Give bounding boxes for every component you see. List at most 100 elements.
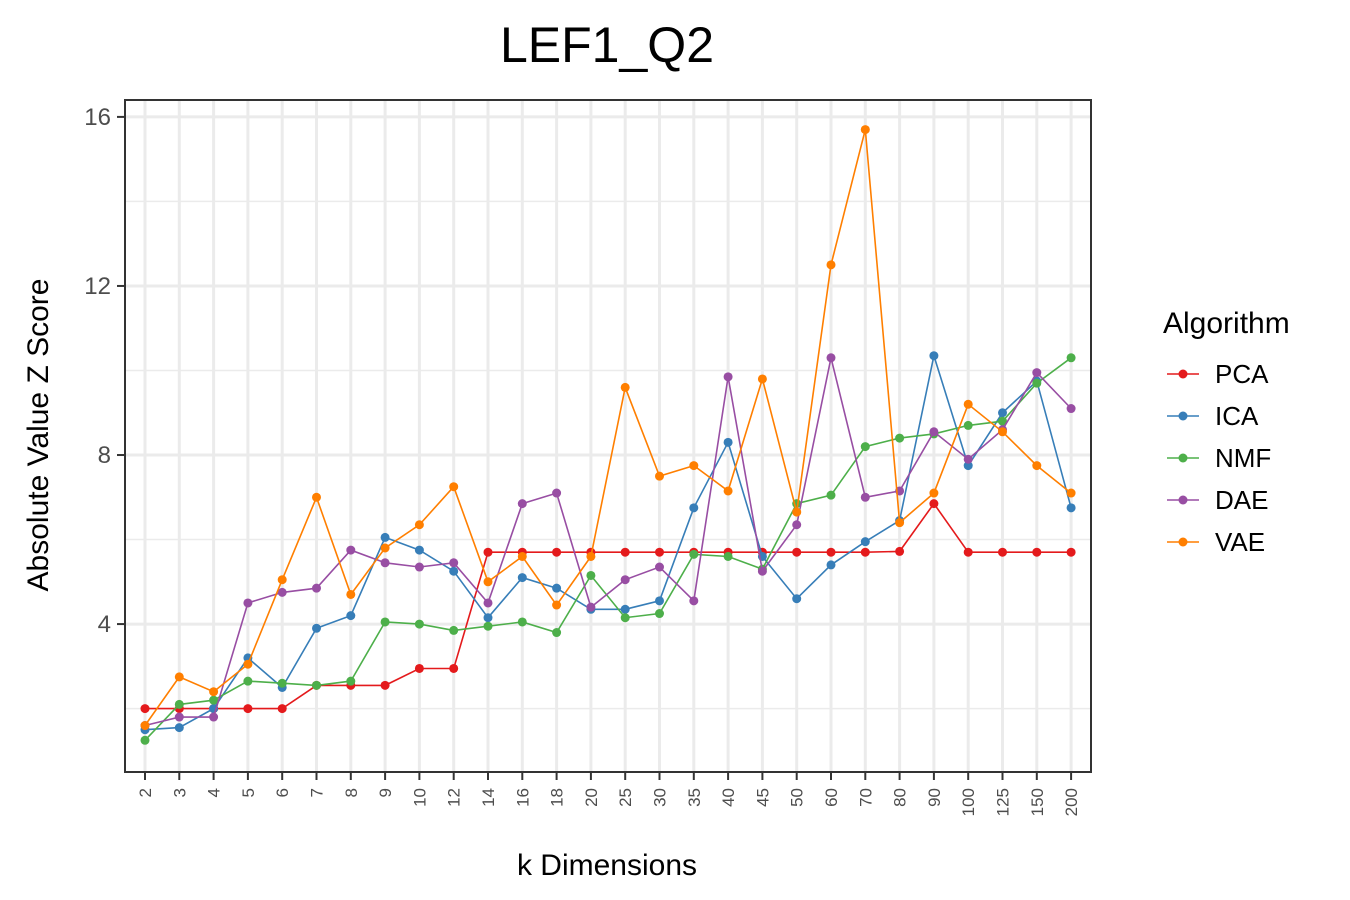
data-point: [757, 374, 767, 384]
data-point: [380, 532, 390, 542]
data-point: [277, 704, 287, 714]
data-point: [792, 594, 802, 604]
x-tick-label: 20: [582, 788, 601, 807]
data-point: [209, 687, 219, 697]
data-point: [1032, 378, 1042, 388]
x-tick-label: 90: [925, 788, 944, 807]
data-point: [723, 486, 733, 496]
data-point: [483, 621, 493, 631]
data-point: [826, 547, 836, 557]
data-point: [312, 583, 321, 593]
data-point: [655, 547, 664, 557]
data-point: [620, 613, 630, 623]
x-tick-label: 70: [856, 788, 875, 807]
data-point: [860, 537, 870, 547]
data-point: [860, 125, 870, 135]
legend-item-vae: VAE: [1167, 527, 1265, 557]
legend-label: DAE: [1215, 485, 1268, 515]
data-point: [929, 499, 939, 509]
data-point: [517, 499, 527, 509]
data-point: [723, 551, 733, 561]
x-tick-label: 80: [891, 788, 910, 807]
data-point: [552, 547, 562, 557]
x-tick-label: 8: [342, 788, 361, 797]
data-point: [517, 551, 527, 561]
y-tick-label: 16: [84, 104, 111, 131]
data-point: [552, 600, 562, 610]
x-tick-label: 30: [651, 788, 670, 807]
data-point: [209, 695, 219, 705]
data-point: [826, 490, 836, 500]
data-point: [826, 353, 836, 363]
x-tick-label: 50: [788, 788, 807, 807]
data-point: [414, 562, 424, 572]
data-point: [414, 619, 424, 629]
legend-item-pca: PCA: [1167, 359, 1269, 389]
x-tick-label: 150: [1028, 788, 1047, 816]
data-point: [620, 575, 630, 585]
series-line-vae: [144, 129, 1072, 726]
data-point: [757, 566, 767, 576]
data-point: [929, 488, 939, 498]
data-point: [689, 503, 699, 513]
data-point: [998, 547, 1007, 557]
x-tick-label: 16: [513, 788, 532, 807]
y-axis: 4 8 12 16: [84, 104, 125, 638]
data-point: [140, 704, 150, 714]
data-point: [552, 583, 562, 593]
legend-key-point: [1178, 537, 1188, 547]
data-point: [346, 545, 356, 555]
data-point: [414, 520, 424, 530]
x-tick-label: 6: [273, 788, 292, 797]
data-point: [963, 547, 973, 557]
data-point: [655, 562, 664, 572]
data-point: [243, 704, 253, 714]
data-point: [1066, 547, 1076, 557]
legend-item-ica: ICA: [1167, 401, 1259, 431]
data-point: [826, 560, 836, 570]
x-tick-label: 7: [308, 788, 327, 797]
x-tick-label: 45: [753, 788, 772, 807]
data-point: [792, 507, 802, 517]
x-tick-label: 4: [205, 788, 224, 797]
data-point: [655, 596, 664, 606]
data-point: [449, 663, 459, 673]
series-line-dae: [144, 357, 1072, 727]
data-point: [998, 408, 1007, 418]
series-line-ica: [144, 352, 1072, 731]
data-point: [1066, 503, 1076, 513]
data-point: [209, 712, 219, 722]
data-point: [723, 437, 733, 447]
data-point: [620, 604, 630, 614]
x-tick-label: 9: [376, 788, 395, 797]
data-point: [449, 482, 459, 492]
data-point: [449, 566, 459, 576]
legend-key-point: [1178, 495, 1188, 505]
data-point: [929, 427, 939, 437]
x-tick-label: 5: [239, 788, 258, 797]
data-point: [1066, 404, 1076, 414]
data-point: [586, 551, 596, 561]
grid: [125, 100, 1091, 772]
data-point: [517, 573, 527, 583]
data-point: [380, 543, 390, 553]
data-point: [895, 433, 905, 443]
data-point: [243, 659, 253, 669]
data-point: [963, 399, 973, 409]
series-line-nmf: [144, 357, 1072, 741]
data-point: [826, 260, 836, 270]
data-point: [895, 518, 905, 528]
legend-label: ICA: [1215, 401, 1259, 431]
data-point: [414, 663, 424, 673]
data-point: [895, 546, 905, 556]
plot-border: [124, 99, 1092, 773]
x-tick-label: 14: [479, 788, 498, 807]
y-axis-title: Absolute Value Z Score: [22, 279, 55, 592]
legend-item-nmf: NMF: [1167, 443, 1271, 473]
data-point: [483, 547, 493, 557]
data-point: [483, 598, 493, 608]
data-point: [483, 613, 493, 623]
data-point: [655, 609, 664, 619]
legend-key-point: [1178, 411, 1188, 421]
